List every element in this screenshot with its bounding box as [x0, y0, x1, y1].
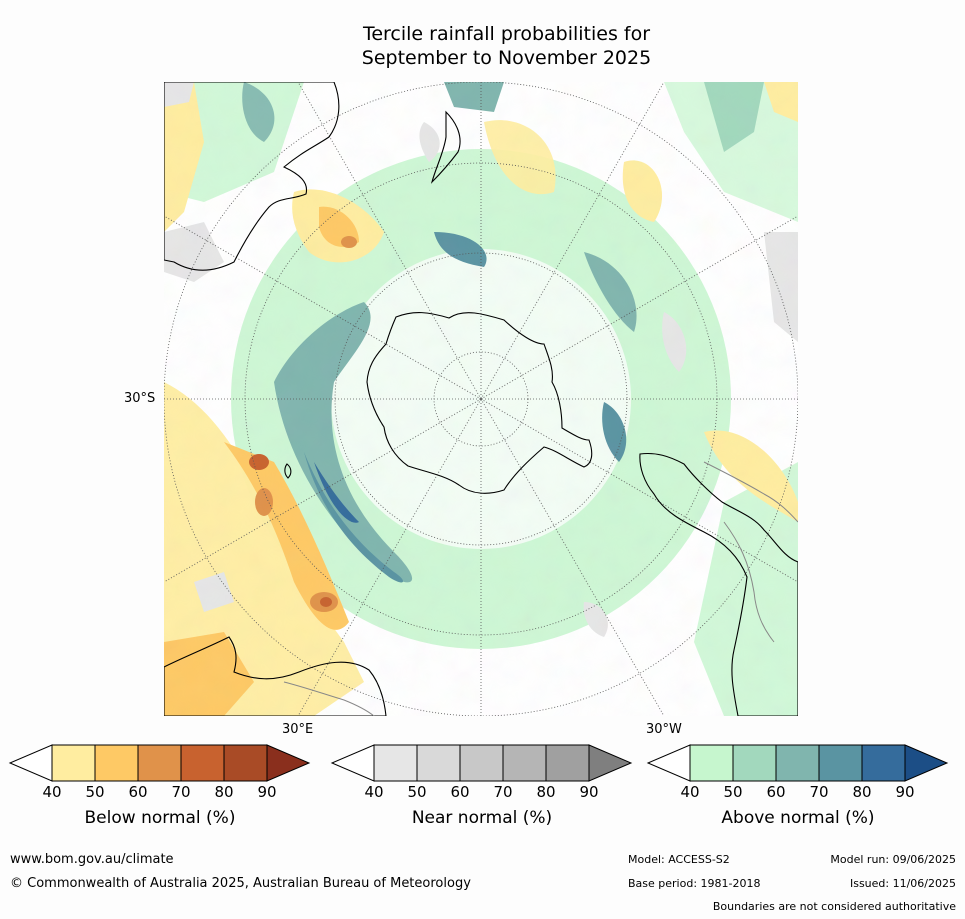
title-line-1: Tercile rainfall probabilities for — [362, 23, 651, 45]
model-run-text: Model run: 09/06/2025 — [830, 853, 956, 866]
cb-near-min — [330, 744, 375, 782]
tick-label: 90 — [257, 783, 277, 801]
near-normal-colorbar — [330, 744, 633, 782]
cb-below-50 — [94, 744, 139, 782]
tick-label: 80 — [852, 783, 872, 801]
tick-label: 50 — [723, 783, 743, 801]
antarctica-coastline — [366, 312, 593, 494]
near-normal-title: Near normal (%) — [411, 808, 553, 828]
tick-label: 80 — [214, 783, 234, 801]
cb-below-max — [266, 744, 311, 782]
africa-coastline — [164, 636, 387, 716]
map-svg — [164, 82, 798, 716]
cb-near-70 — [502, 744, 547, 782]
tick-label: 60 — [128, 783, 148, 801]
graticule — [164, 82, 798, 716]
tick-label: 40 — [42, 783, 62, 801]
country-boundaries — [283, 461, 798, 716]
above-normal-colorbar — [646, 744, 949, 782]
title-line-2: September to November 2025 — [361, 47, 652, 69]
tick-label: 80 — [536, 783, 556, 801]
south-america-coastline — [639, 452, 798, 716]
tick-label: 70 — [809, 783, 829, 801]
cb-below-60 — [137, 744, 182, 782]
lon-30w-label: 30°W — [646, 722, 682, 737]
tick-label: 40 — [364, 783, 384, 801]
map-title: Tercile rainfall probabilities for Septe… — [0, 22, 965, 70]
below-normal-colorbar — [8, 744, 311, 782]
cb-below-70 — [180, 744, 225, 782]
above-normal-title: Above normal (%) — [721, 808, 875, 828]
disclaimer-text: Boundaries are not considered authoritat… — [712, 900, 956, 913]
new-zealand-coastline — [430, 110, 461, 184]
australia-coastline — [164, 82, 340, 271]
lat-30s-label: 30°S — [124, 391, 156, 406]
issued-text: Issued: 11/06/2025 — [849, 877, 956, 890]
cb-below-40 — [51, 744, 96, 782]
cb-near-80 — [545, 744, 590, 782]
cb-below-80 — [223, 744, 268, 782]
cb-near-40 — [373, 744, 418, 782]
tick-label: 60 — [766, 783, 786, 801]
below-normal-title: Below normal (%) — [84, 808, 236, 828]
cb-above-40 — [689, 744, 734, 782]
copyright-text: © Commonwealth of Australia 2025, Austra… — [10, 876, 471, 891]
tick-label: 70 — [493, 783, 513, 801]
cb-above-60 — [775, 744, 820, 782]
cb-above-80 — [861, 744, 906, 782]
tick-label: 90 — [895, 783, 915, 801]
cb-above-min — [646, 744, 691, 782]
madagascar-coastline — [284, 463, 292, 479]
cb-near-50 — [416, 744, 461, 782]
base-period-text: Base period: 1981-2018 — [628, 877, 761, 890]
cb-near-max — [588, 744, 633, 782]
cb-above-70 — [818, 744, 863, 782]
tick-label: 70 — [171, 783, 191, 801]
tick-label: 50 — [407, 783, 427, 801]
website-link[interactable]: www.bom.gov.au/climate — [10, 852, 174, 867]
cb-above-50 — [732, 744, 777, 782]
tick-label: 90 — [579, 783, 599, 801]
tick-label: 50 — [85, 783, 105, 801]
cb-near-60 — [459, 744, 504, 782]
lon-30e-label: 30°E — [282, 722, 314, 737]
cb-above-max — [904, 744, 949, 782]
tick-label: 60 — [450, 783, 470, 801]
tick-label: 40 — [680, 783, 700, 801]
rainfall-probability-map — [164, 82, 798, 716]
model-text: Model: ACCESS-S2 — [628, 853, 730, 866]
coastlines — [164, 82, 798, 716]
cb-below-min — [8, 744, 53, 782]
